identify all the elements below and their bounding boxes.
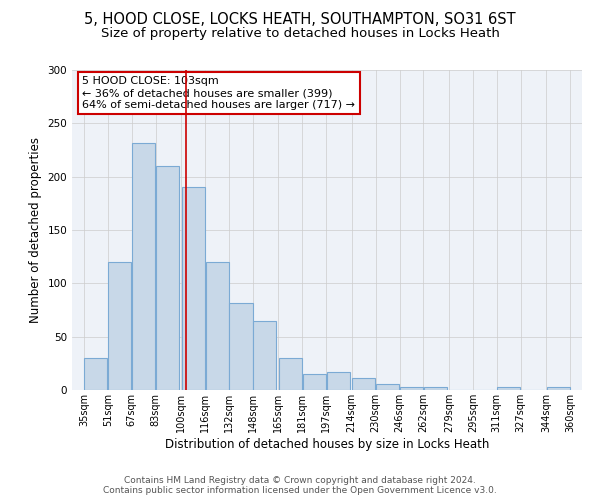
Bar [497,387,520,390]
Bar [229,302,253,390]
Bar [132,142,155,390]
Bar [85,358,107,390]
Bar [206,262,229,390]
Bar [156,166,179,390]
Text: 5, HOOD CLOSE, LOCKS HEATH, SOUTHAMPTON, SO31 6ST: 5, HOOD CLOSE, LOCKS HEATH, SOUTHAMPTON,… [84,12,516,28]
Bar [303,374,326,390]
Bar [327,372,350,390]
Text: 5 HOOD CLOSE: 103sqm
← 36% of detached houses are smaller (399)
64% of semi-deta: 5 HOOD CLOSE: 103sqm ← 36% of detached h… [82,76,355,110]
Bar [376,384,399,390]
Bar [109,262,131,390]
Bar [253,320,277,390]
Text: Size of property relative to detached houses in Locks Heath: Size of property relative to detached ho… [101,28,499,40]
Bar [424,387,447,390]
Bar [182,188,205,390]
Bar [352,378,375,390]
Bar [400,387,423,390]
Bar [547,387,569,390]
Bar [279,358,302,390]
X-axis label: Distribution of detached houses by size in Locks Heath: Distribution of detached houses by size … [165,438,489,450]
Text: Contains HM Land Registry data © Crown copyright and database right 2024.
Contai: Contains HM Land Registry data © Crown c… [103,476,497,495]
Y-axis label: Number of detached properties: Number of detached properties [29,137,42,323]
